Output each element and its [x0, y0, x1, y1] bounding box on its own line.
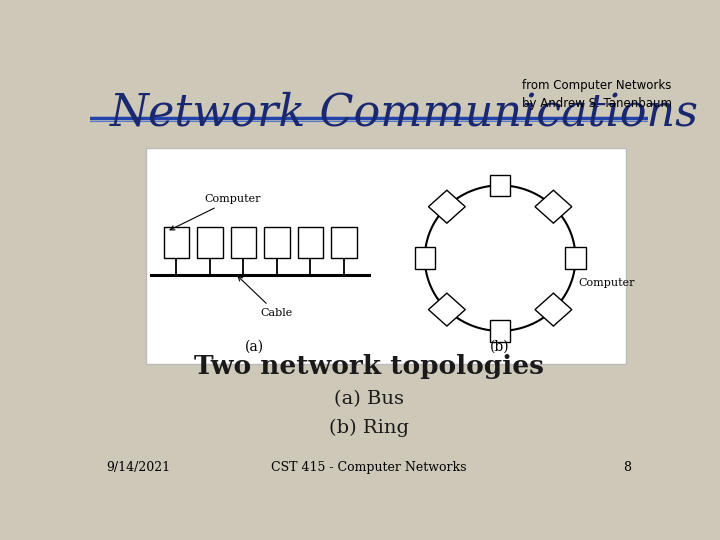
Text: (a) Bus: (a) Bus	[334, 390, 404, 408]
Text: 8: 8	[624, 461, 631, 474]
Text: Two network topologies: Two network topologies	[194, 354, 544, 379]
Bar	[297, 227, 323, 258]
Text: CST 415 - Computer Networks: CST 415 - Computer Networks	[271, 461, 467, 474]
Text: Computer: Computer	[578, 278, 635, 288]
Text: Network Communications: Network Communications	[109, 92, 698, 135]
Text: (a): (a)	[245, 340, 264, 354]
Bar	[415, 247, 435, 269]
Text: from Computer Networks
by Andrew S. Tanenbaum: from Computer Networks by Andrew S. Tane…	[523, 79, 672, 110]
Polygon shape	[535, 293, 572, 326]
Polygon shape	[428, 190, 465, 223]
Bar	[490, 320, 510, 342]
Bar	[565, 247, 585, 269]
Text: 9/14/2021: 9/14/2021	[107, 461, 171, 474]
Bar	[145, 148, 626, 364]
Text: (b): (b)	[490, 340, 510, 354]
Bar	[331, 227, 356, 258]
Polygon shape	[535, 190, 572, 223]
Text: Computer: Computer	[170, 194, 261, 230]
Bar	[197, 227, 222, 258]
Bar	[264, 227, 289, 258]
Bar	[490, 174, 510, 196]
Bar	[230, 227, 256, 258]
Bar	[163, 227, 189, 258]
Text: Cable: Cable	[238, 276, 292, 318]
Text: (b) Ring: (b) Ring	[329, 418, 409, 437]
Polygon shape	[428, 293, 465, 326]
